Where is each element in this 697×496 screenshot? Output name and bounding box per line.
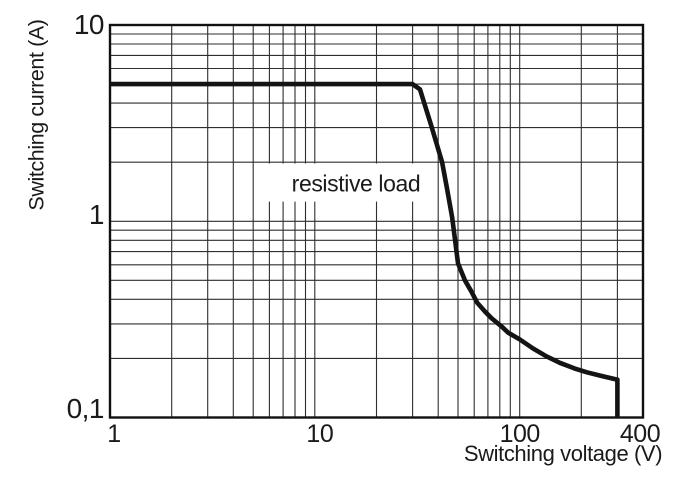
x-tick-label: 100 xyxy=(499,420,541,448)
y-axis-title: Switching current (A) xyxy=(24,19,49,211)
curve-annotation-label: resistive load xyxy=(291,170,421,197)
x-axis-title: Switching voltage (V) xyxy=(463,441,663,466)
y-tick-label: 0,1 xyxy=(66,392,105,424)
x-tick-label: 1 xyxy=(107,420,121,448)
x-tick-label: 10 xyxy=(306,420,334,448)
y-tick-label: 10 xyxy=(73,9,105,40)
annotation-mask xyxy=(256,163,436,202)
plot-border xyxy=(108,23,645,419)
y-tick-label: 1 xyxy=(88,199,105,231)
resistive-load-curve xyxy=(110,81,620,418)
x-tick-label: 400 xyxy=(619,420,661,448)
